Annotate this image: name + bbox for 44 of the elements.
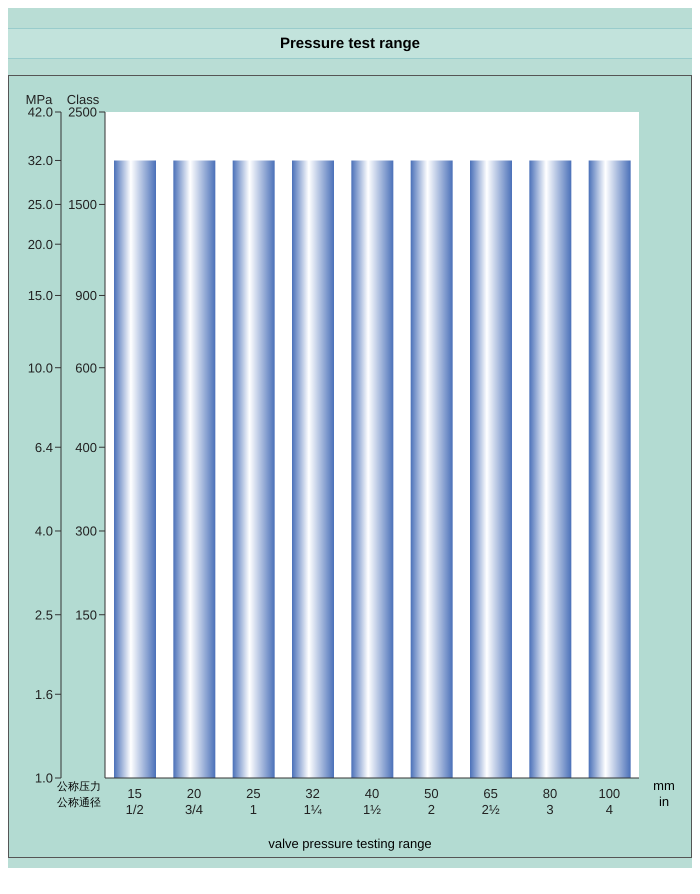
text: 3 — [546, 802, 554, 817]
x-tick-label: 65 — [483, 786, 498, 801]
text: 公称压力 — [57, 780, 101, 793]
y-tick-label: 25.0 — [28, 197, 53, 212]
text: 300 — [75, 524, 97, 539]
y-tick-label: 1.6 — [34, 686, 53, 702]
y-tick-label: 42.0 — [28, 104, 53, 120]
x-tick-label: 32 — [305, 786, 320, 801]
y-axis-title: MPa — [26, 92, 54, 107]
y-tick-label: 2.5 — [34, 607, 53, 622]
y-tick-label: 15.0 — [28, 288, 53, 304]
text: 2½ — [482, 802, 500, 817]
y-tick-label: 32.0 — [28, 153, 53, 168]
x-tick-label: 20 — [186, 786, 202, 801]
chart-title: Pressure test range — [8, 28, 692, 59]
x-tick-label: 100 — [598, 786, 620, 801]
y-tick-label: 10.0 — [28, 360, 53, 376]
text: 1/2 — [126, 802, 144, 817]
text: 400 — [75, 440, 97, 455]
text: 900 — [75, 288, 97, 304]
text: 3/4 — [184, 802, 204, 817]
x-tick-label: 15 — [127, 786, 142, 801]
y-tick-label: 4.0 — [34, 524, 53, 539]
text: 1¼ — [304, 802, 322, 817]
text: 4 — [606, 802, 613, 817]
text: 150 — [75, 607, 97, 622]
text: Class — [66, 92, 100, 107]
text: 1½ — [362, 802, 382, 817]
y-tick-label: 1.0 — [34, 770, 53, 786]
text: 600 — [75, 360, 97, 376]
text: 公称通径 — [57, 796, 101, 809]
text: 1500 — [68, 197, 97, 212]
text: 2 — [428, 802, 435, 817]
y-tick-label: 20.0 — [28, 236, 53, 252]
text: valve pressure testing range — [267, 836, 433, 851]
text: 1 — [250, 802, 257, 817]
text: 2500 — [68, 104, 97, 120]
x-axis-title: mm — [653, 778, 675, 793]
y-tick-label: 6.4 — [34, 440, 53, 455]
text: in — [658, 794, 670, 809]
x-tick-label: 40 — [364, 786, 380, 801]
x-tick-label: 25 — [246, 786, 261, 801]
x-tick-label: 80 — [542, 786, 558, 801]
x-tick-label: 50 — [424, 786, 439, 801]
